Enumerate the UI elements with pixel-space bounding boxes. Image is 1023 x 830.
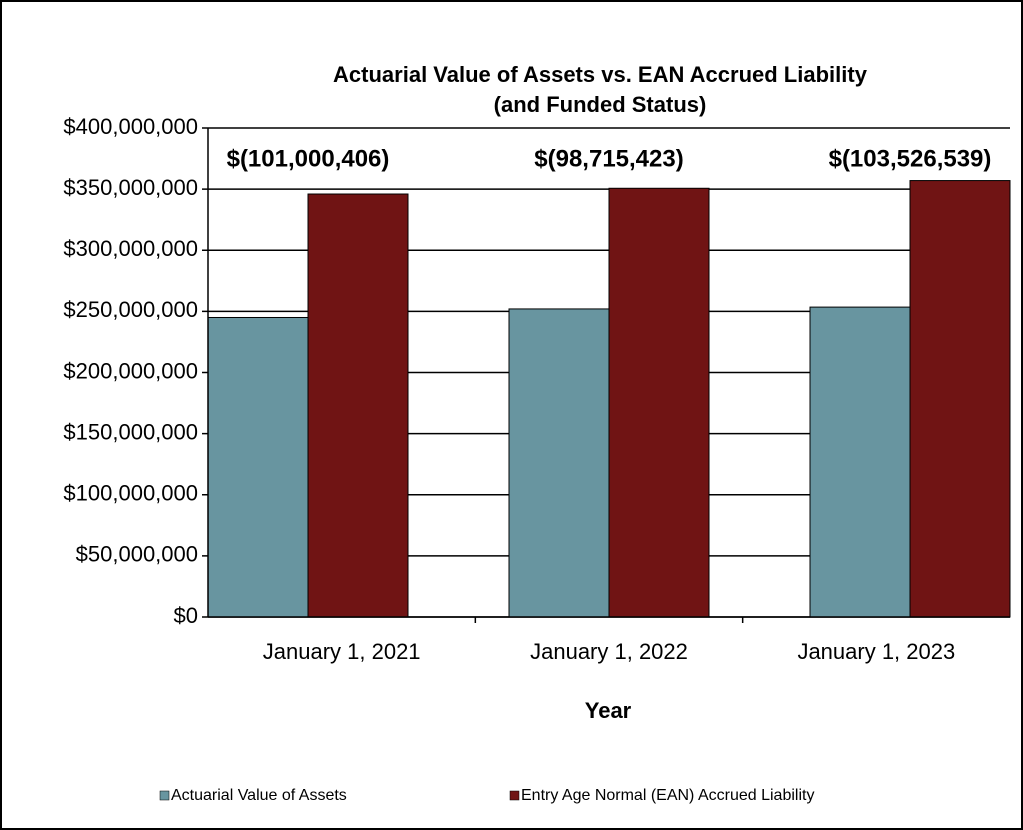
bar — [307, 193, 409, 618]
bar — [909, 180, 1011, 618]
y-tick-label: $150,000,000 — [63, 419, 198, 444]
annotation: $(101,000,406) — [227, 145, 390, 172]
x-axis-title: Year — [585, 698, 632, 723]
y-tick-label: $350,000,000 — [63, 175, 198, 200]
legend-label: Entry Age Normal (EAN) Accrued Liability — [521, 787, 814, 804]
y-tick-label: $400,000,000 — [63, 114, 198, 139]
y-tick-label: $0 — [174, 603, 198, 628]
y-tick-label: $50,000,000 — [76, 542, 198, 567]
legend-swatch — [509, 790, 520, 801]
y-tick-label: $250,000,000 — [63, 297, 198, 322]
x-tick-label: January 1, 2022 — [530, 639, 688, 664]
y-tick-label: $100,000,000 — [63, 481, 198, 506]
bar — [608, 187, 710, 618]
x-tick-label: January 1, 2023 — [797, 639, 955, 664]
annotation: $(98,715,423) — [534, 145, 683, 172]
y-tick-label: $300,000,000 — [63, 236, 198, 261]
y-tick-label: $200,000,000 — [63, 358, 198, 383]
bar — [207, 316, 309, 618]
bar — [809, 306, 911, 618]
legend-label: Actuarial Value of Assets — [171, 787, 347, 804]
annotation: $(103,526,539) — [829, 145, 992, 172]
chart-subtitle: (and Funded Status) — [494, 92, 707, 117]
bar — [508, 308, 610, 618]
legend-swatch — [159, 790, 170, 801]
chart-title: Actuarial Value of Assets vs. EAN Accrue… — [333, 62, 868, 87]
x-tick-label: January 1, 2021 — [263, 639, 421, 664]
